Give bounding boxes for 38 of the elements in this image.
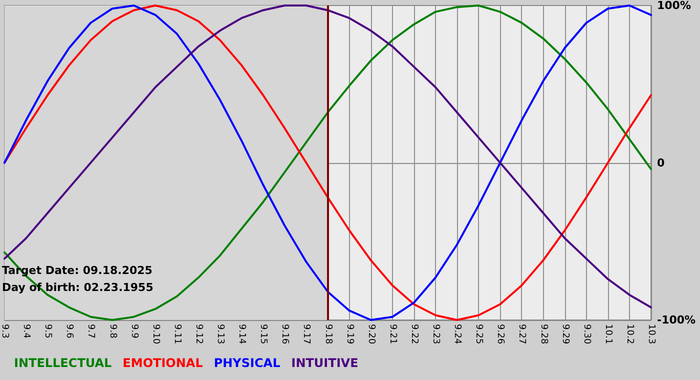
x-tick-label: 9.20 [366,324,376,344]
x-tick-label: 9.16 [280,324,290,344]
x-tick-label: 9.29 [560,324,570,344]
text: EMOTIONAL [122,356,204,370]
x-tick-label: 9.17 [301,324,312,344]
x-tick-label: 9.19 [344,324,354,344]
x-tick-label: 9.12 [193,324,204,344]
x-tick-label: 9.9 [128,324,139,339]
x-tick-label: 9.11 [172,324,182,344]
x-tick-label: 9.21 [387,324,398,344]
x-tick-label: 9.25 [474,324,484,344]
x-tick-label: 9.13 [215,324,225,344]
x-tick-label: 9.30 [581,324,592,344]
x-tick-label: 9.3 [0,324,10,338]
x-tick-label: 10.2 [624,324,634,344]
y-tick-label: 100% [657,0,691,12]
x-tick-label: 9.18 [322,324,333,344]
x-tick-label: 9.24 [452,324,462,344]
x-tick-label: 9.23 [430,324,440,344]
x-tick-label: 9.14 [236,324,247,344]
x-tick-label: 9.22 [408,324,419,344]
x-tick-label: 10.1 [602,324,613,344]
text: INTUITIVE [291,356,358,370]
x-tick-label: 9.7 [86,324,96,338]
y-tick-label: 0 [657,156,665,170]
x-tick-label: 9.5 [42,324,53,338]
x-tick-label: 9.27 [516,324,527,344]
text: PHYSICAL [214,356,281,370]
x-tick-label: 9.8 [107,324,118,339]
text: INTELLECTUAL [14,356,112,370]
x-tick-label: 9.28 [538,324,548,344]
x-tick-label: 9.6 [64,324,74,339]
x-tick-label: 10.3 [646,324,656,344]
x-tick-label: 9.4 [21,324,32,339]
y-tick-label: -100% [657,314,696,326]
x-tick-label: 9.15 [258,324,268,344]
x-tick-label: 9.26 [495,324,506,344]
x-tick-label: 9.10 [150,324,160,344]
